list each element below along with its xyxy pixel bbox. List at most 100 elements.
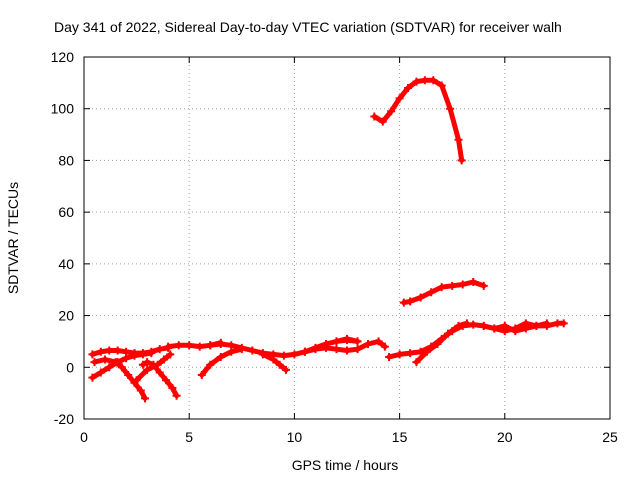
- data-point: [443, 329, 452, 338]
- y-axis-label: SDTVAR / TECUs: [5, 182, 21, 294]
- series-band: [260, 351, 289, 373]
- series-arc-9: [258, 350, 290, 374]
- series-arc-16: [370, 76, 466, 165]
- data-point: [206, 360, 215, 369]
- data-point: [143, 358, 152, 367]
- series-band: [199, 346, 245, 378]
- data-point: [105, 346, 114, 355]
- data-point: [479, 321, 488, 330]
- data-point: [159, 355, 168, 364]
- data-point: [113, 346, 122, 355]
- data-point: [374, 337, 383, 346]
- series-arc-3: [90, 355, 150, 403]
- data-point: [454, 321, 463, 330]
- series-arc-13: [412, 319, 471, 367]
- data-point: [542, 319, 551, 328]
- data-point: [275, 360, 284, 369]
- data-point: [227, 341, 236, 350]
- series-arc-14: [479, 319, 551, 336]
- data-point: [521, 319, 530, 328]
- data-point: [132, 376, 141, 385]
- data-point: [138, 350, 147, 359]
- data-point: [321, 343, 330, 352]
- data-point: [155, 345, 164, 354]
- x-tick-label: 0: [80, 429, 88, 445]
- data-point: [136, 386, 145, 395]
- data-point: [162, 376, 171, 385]
- x-axis-label: GPS time / hours: [292, 457, 399, 473]
- data-point: [172, 391, 181, 400]
- x-tick-label: 20: [497, 429, 513, 445]
- x-tick-label: 25: [602, 429, 618, 445]
- data-point: [195, 342, 204, 351]
- y-tick-label: 0: [66, 359, 74, 375]
- data-point: [130, 351, 139, 360]
- data-point: [399, 298, 408, 307]
- series-arc-15: [399, 277, 488, 307]
- plot-frame: [83, 56, 611, 420]
- y-tick-label: 20: [58, 308, 74, 324]
- data-point: [147, 349, 156, 358]
- data-point: [404, 84, 413, 93]
- data-point: [124, 371, 133, 380]
- data-point: [364, 340, 373, 349]
- data-point: [462, 319, 471, 328]
- data-point: [448, 281, 457, 290]
- data-point: [427, 288, 436, 297]
- data-point: [454, 135, 463, 144]
- data-point: [168, 383, 177, 392]
- data-point: [290, 350, 299, 359]
- data-point: [385, 352, 394, 361]
- data-point: [429, 76, 438, 85]
- data-point: [353, 337, 362, 346]
- data-point: [174, 341, 183, 350]
- data-point: [490, 324, 499, 333]
- data-point: [406, 297, 415, 306]
- series-band: [89, 345, 171, 357]
- data-point: [281, 365, 290, 374]
- data-point: [216, 340, 225, 349]
- data-point: [353, 345, 362, 354]
- data-point: [370, 112, 379, 121]
- data-point: [387, 107, 396, 116]
- data-point: [149, 360, 158, 369]
- series-arc-4: [132, 350, 175, 385]
- data-point: [141, 394, 150, 403]
- data-point: [143, 365, 152, 374]
- data-point: [96, 368, 105, 377]
- data-point: [500, 327, 509, 336]
- y-tick-label: 100: [51, 101, 75, 117]
- data-point: [437, 283, 446, 292]
- data-point: [380, 342, 389, 351]
- x-tick-label: 5: [185, 429, 193, 445]
- y-tick-label: 120: [51, 49, 75, 65]
- y-tick-label: 40: [58, 256, 74, 272]
- data-point: [88, 350, 97, 359]
- data-point: [395, 350, 404, 359]
- data-point: [458, 280, 467, 289]
- data-point: [269, 355, 278, 364]
- series-band: [401, 279, 487, 306]
- data-point: [206, 341, 215, 350]
- data-point: [469, 320, 478, 329]
- data-point: [105, 363, 114, 372]
- x-tick-label: 15: [392, 429, 408, 445]
- data-point: [237, 343, 246, 352]
- data-point: [532, 321, 541, 330]
- series-arc-10: [300, 337, 389, 356]
- data-point: [101, 355, 110, 364]
- y-tick-label: 80: [58, 152, 74, 168]
- y-tick-label: -20: [54, 411, 74, 427]
- series-arc-2: [88, 349, 156, 382]
- data-point: [420, 76, 429, 85]
- data-point: [166, 350, 175, 359]
- axis-ticks: 0 5 10 15 20 25 -20 0 20 40 60 80 100 120: [51, 49, 618, 445]
- data-point: [343, 334, 351, 343]
- data-point: [258, 350, 267, 359]
- series-arc-7: [197, 345, 246, 380]
- data-point: [511, 324, 520, 333]
- data-point: [469, 277, 478, 286]
- data-point: [138, 360, 147, 369]
- data-point: [343, 346, 351, 355]
